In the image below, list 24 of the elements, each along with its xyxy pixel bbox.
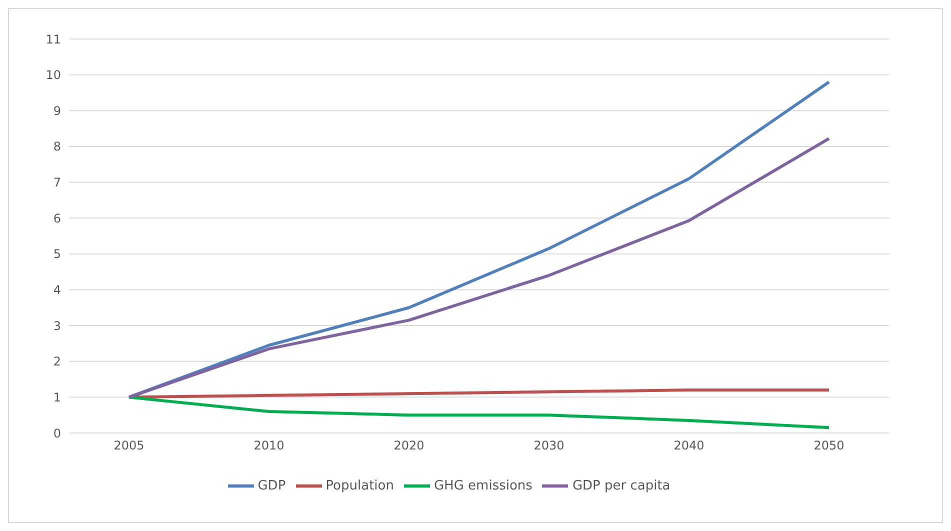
legend-label: GDP (258, 478, 286, 494)
x-tick-label: 2030 (534, 438, 564, 453)
y-tick-label: 9 (53, 104, 61, 118)
line-series (128, 137, 830, 399)
legend-label: GDP per capita (572, 478, 670, 494)
legend-label: GHG emissions (434, 478, 532, 494)
x-tick-label: 2010 (254, 438, 284, 453)
x-tick-label: 2050 (814, 438, 844, 453)
y-tick-label: 11 (46, 32, 61, 46)
y-tick-label: 4 (53, 282, 61, 297)
line-series (128, 396, 830, 430)
x-tick-label: 2005 (114, 438, 144, 453)
x-tick-label: 2020 (394, 438, 424, 453)
y-tick-label: 3 (53, 318, 61, 333)
y-tick-label: 6 (53, 211, 61, 226)
y-tick-label: 1 (53, 390, 61, 404)
y-tick-label: 7 (53, 176, 61, 190)
y-tick-label: 5 (53, 247, 61, 262)
x-tick-label: 2040 (674, 438, 704, 453)
y-tick-label: 0 (53, 426, 61, 440)
y-tick-label: 2 (53, 354, 61, 369)
y-tick-label: 8 (53, 140, 61, 154)
legend-label: Population (326, 478, 394, 494)
y-tick-label: 10 (46, 68, 61, 82)
